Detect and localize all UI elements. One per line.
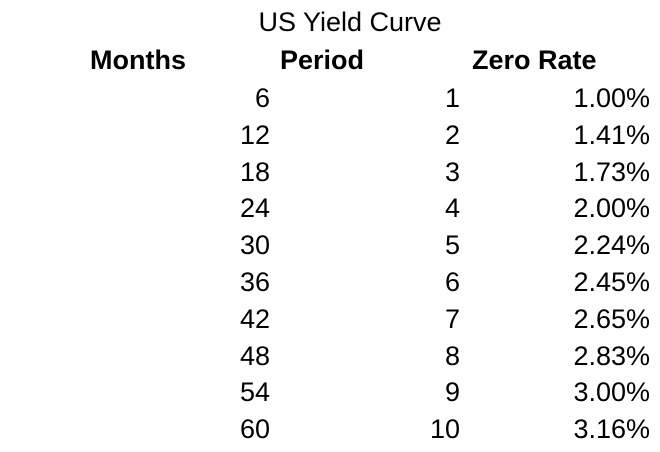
cell-period: 1 (444, 83, 460, 113)
table-row: 24 4 2.00% (0, 190, 660, 227)
cell-zero-rate: 1.41% (573, 119, 650, 150)
header-zero-rate: Zero Rate (472, 45, 597, 75)
cell-period: 7 (444, 303, 460, 334)
table-row: 12 2 1.41% (0, 117, 660, 154)
cell-months: 24 (239, 193, 270, 224)
cell-zero-rate: 2.00% (573, 193, 650, 224)
cell-months: 48 (239, 340, 270, 371)
cell-months: 18 (239, 156, 270, 187)
table-row: 54 9 3.00% (0, 374, 660, 411)
cell-period: 5 (444, 230, 460, 261)
cell-period: 2 (444, 119, 460, 150)
table-row: 6 1 1.00% (0, 80, 660, 117)
cell-zero-rate: 2.24% (573, 230, 650, 261)
table-title: US Yield Curve (258, 7, 442, 37)
cell-period: 9 (444, 377, 460, 408)
header-period: Period (280, 45, 365, 75)
table-row: 36 6 2.45% (0, 264, 660, 301)
table-row: 30 5 2.24% (0, 227, 660, 264)
cell-zero-rate: 1.00% (573, 83, 650, 113)
cell-zero-rate: 3.16% (573, 414, 650, 445)
cell-months: 60 (239, 414, 270, 445)
cell-months: 12 (239, 119, 270, 150)
table-row: 48 8 2.83% (0, 338, 660, 375)
cell-period: 4 (444, 193, 460, 224)
cell-zero-rate: 2.65% (573, 303, 650, 334)
cell-months: 42 (239, 303, 270, 334)
cell-zero-rate: 3.00% (573, 377, 650, 408)
cell-period: 6 (444, 267, 460, 297)
table-row: 60 10 3.16% (0, 411, 660, 448)
table-row: 42 7 2.65% (0, 301, 660, 338)
table-row: 18 3 1.73% (0, 154, 660, 191)
cell-months: 36 (239, 267, 270, 297)
cell-period: 8 (444, 340, 460, 371)
cell-months: 54 (239, 377, 270, 408)
cell-months: 6 (254, 83, 270, 113)
header-months: Months (90, 45, 186, 75)
cell-months: 30 (239, 230, 270, 261)
cell-zero-rate: 1.73% (573, 156, 650, 187)
cell-zero-rate: 2.83% (573, 340, 650, 371)
cell-period: 3 (444, 156, 460, 187)
table-header: Months Period Zero Rate (0, 42, 660, 79)
cell-zero-rate: 2.45% (573, 267, 650, 297)
cell-period: 10 (429, 414, 460, 445)
